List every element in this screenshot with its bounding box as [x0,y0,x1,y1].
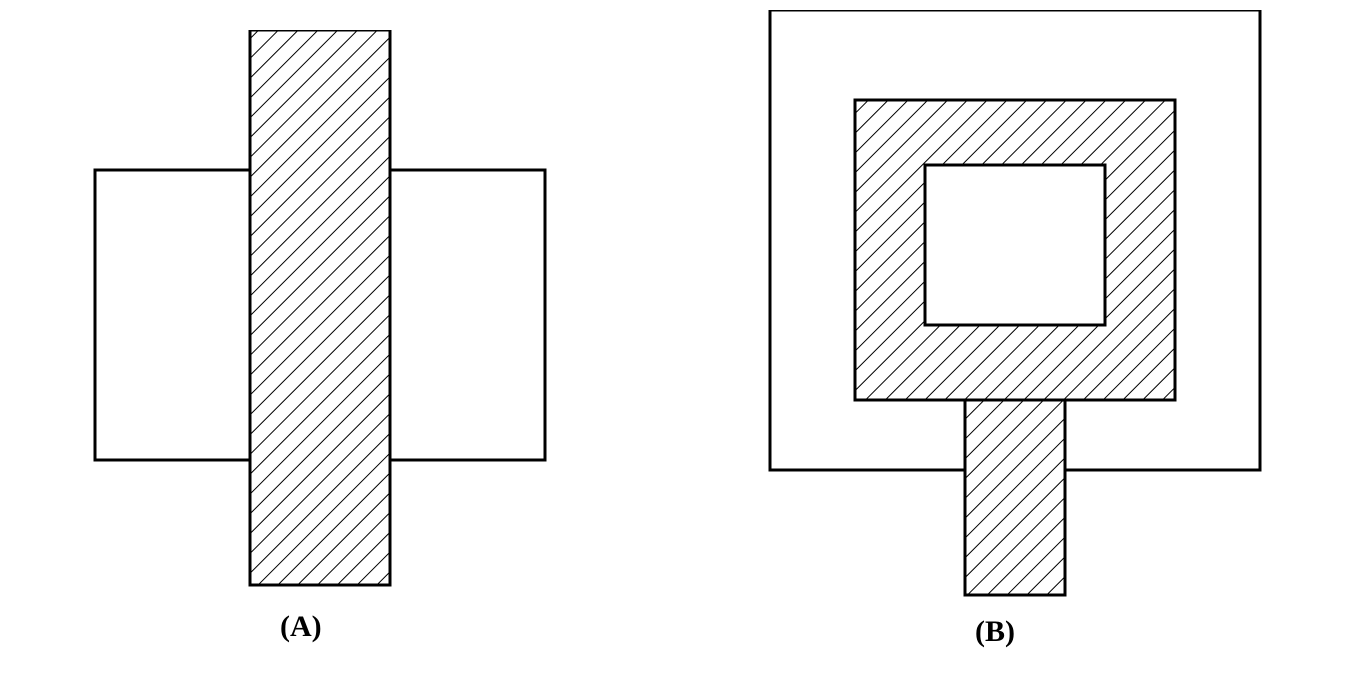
panel-a [60,30,580,590]
panel-b-label: (B) [975,615,1015,649]
tail [965,400,1065,595]
panel-b-svg [740,10,1300,610]
panel-a-label: (A) [280,610,322,644]
figure-canvas: (A) (B) [0,0,1347,686]
panel-a-svg [60,30,580,590]
ring-outer [855,100,1175,400]
hatched-bar [250,30,390,585]
panel-b [740,10,1300,610]
